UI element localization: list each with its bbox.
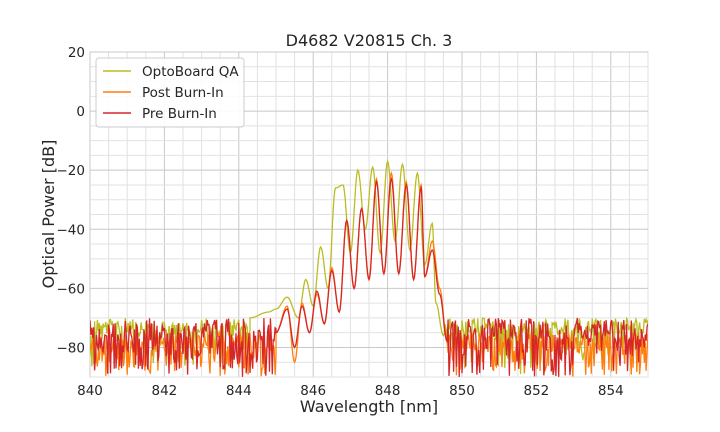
legend-box bbox=[95, 57, 245, 128]
x-axis-ticks: 840 842 844 846 848 850 852 854 bbox=[77, 383, 624, 399]
x-tick-label: 842 bbox=[152, 383, 178, 399]
legend-label-post-burn-in: Post Burn-In bbox=[142, 85, 224, 101]
legend-label-optoboard-qa: OptoBoard QA bbox=[142, 64, 239, 80]
series-layer bbox=[90, 159, 648, 377]
y-axis-label: Optical Power [dB] bbox=[39, 140, 58, 289]
legend: OptoBoard QA Post Burn-In Pre Burn-In bbox=[95, 57, 245, 128]
y-tick-label: 0 bbox=[76, 104, 85, 120]
x-tick-label: 844 bbox=[226, 383, 252, 399]
x-tick-label: 840 bbox=[77, 383, 103, 399]
y-tick-label: −20 bbox=[57, 163, 86, 179]
y-axis-ticks: 20 0 −20 −40 −60 −80 bbox=[57, 45, 86, 356]
x-tick-label: 848 bbox=[375, 383, 401, 399]
chart-title: D4682 V20815 Ch. 3 bbox=[286, 31, 453, 50]
y-tick-label: −40 bbox=[57, 222, 86, 238]
x-axis-label: Wavelength [nm] bbox=[300, 397, 438, 416]
series-line-pre-burn-in bbox=[90, 176, 648, 377]
x-tick-label: 846 bbox=[300, 383, 326, 399]
x-tick-label: 854 bbox=[598, 383, 624, 399]
x-tick-label: 852 bbox=[524, 383, 550, 399]
x-tick-label: 850 bbox=[449, 383, 475, 399]
y-tick-label: −80 bbox=[57, 340, 86, 356]
y-tick-label: −60 bbox=[57, 281, 86, 297]
legend-label-pre-burn-in: Pre Burn-In bbox=[142, 106, 217, 122]
y-tick-label: 20 bbox=[68, 45, 85, 61]
